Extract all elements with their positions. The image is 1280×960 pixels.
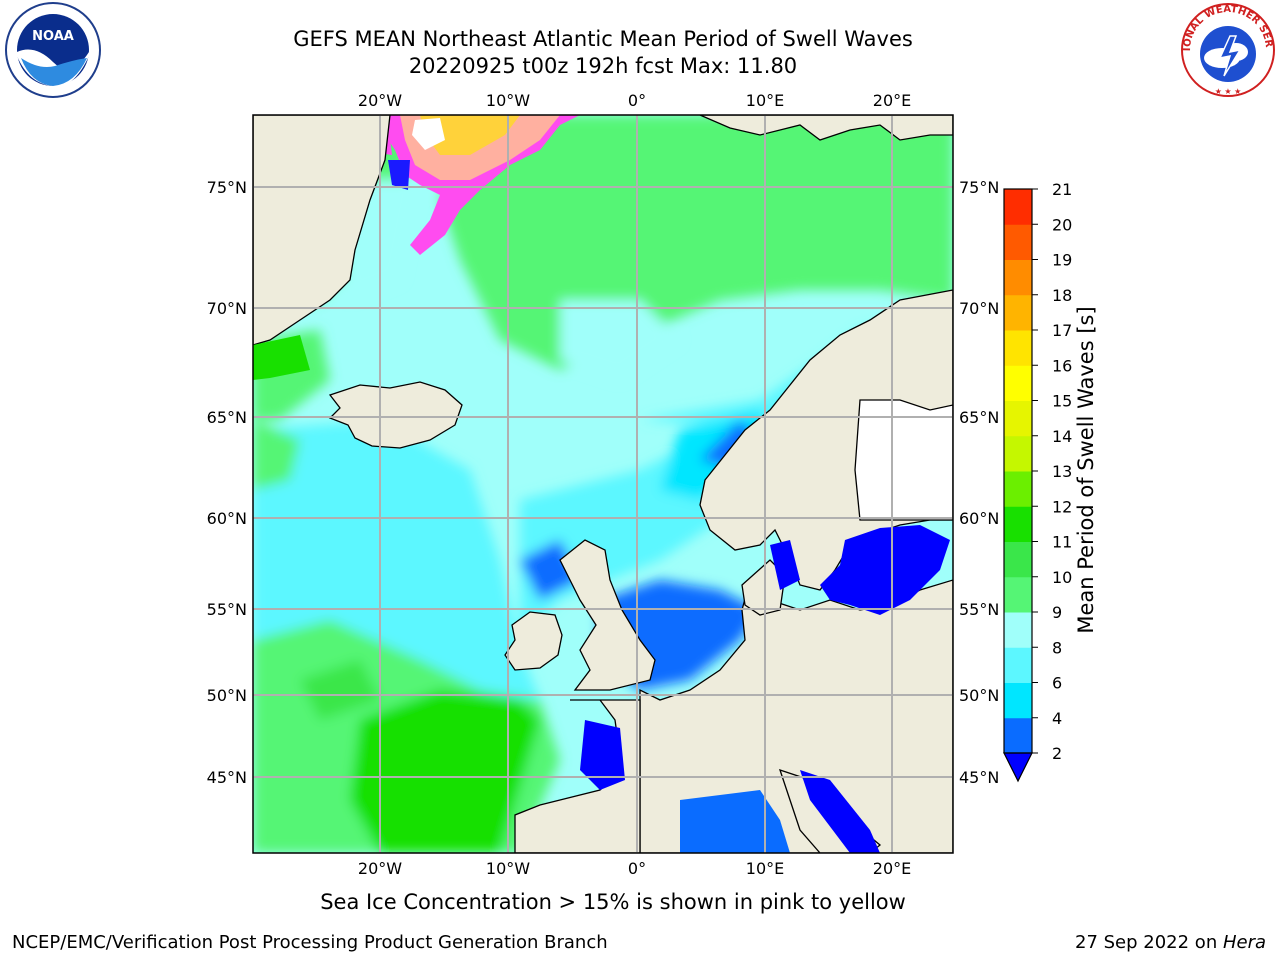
footer-date: 27 Sep 2022 on Hera bbox=[1075, 932, 1266, 953]
lat-label: 65°N bbox=[959, 408, 999, 427]
lon-label: 20°W bbox=[358, 91, 402, 110]
colorbar-segment bbox=[1004, 506, 1032, 542]
colorbar-under-triangle bbox=[1003, 752, 1033, 783]
colorbar-tick-label: 12 bbox=[1052, 497, 1072, 516]
map-title: GEFS MEAN Northeast Atlantic Mean Period… bbox=[293, 27, 913, 51]
colorbar-tick-label: 13 bbox=[1052, 462, 1072, 481]
lat-label: 70°N bbox=[959, 299, 999, 318]
noaa-logo-text: NOAA bbox=[32, 29, 74, 44]
colorbar-tick-label: 14 bbox=[1052, 427, 1072, 446]
colorbar-segment bbox=[1004, 471, 1032, 507]
lat-label: 45°N bbox=[207, 768, 247, 787]
lat-label: 75°N bbox=[959, 178, 999, 197]
colorbar-tick-label: 15 bbox=[1052, 392, 1072, 411]
colorbar-segment bbox=[1004, 330, 1032, 366]
enclosed-seas bbox=[253, 335, 953, 853]
footer-credit: NCEP/EMC/Verification Post Processing Pr… bbox=[12, 932, 608, 953]
map-frame bbox=[252, 114, 954, 854]
colorbar-segment bbox=[1004, 365, 1032, 401]
colorbar: 2 4 6 8 9 10 11 12 13 14 15 16 17 18 19 20 21 bbox=[1003, 180, 1072, 783]
lon-label: 20°W bbox=[358, 859, 402, 878]
colorbar-segment bbox=[1004, 259, 1032, 296]
lon-labels-top: 20°W 10°W 0° 10°E 20°E bbox=[358, 91, 911, 110]
lat-label: 60°N bbox=[207, 509, 247, 528]
colorbar-tick-label: 21 bbox=[1052, 180, 1072, 199]
colorbar-segment bbox=[1004, 435, 1032, 472]
colorbar-tick-label: 2 bbox=[1052, 744, 1062, 763]
colorbar-segment bbox=[1004, 717, 1032, 754]
colorbar-segment bbox=[1004, 294, 1032, 331]
lon-label: 10°W bbox=[486, 91, 530, 110]
lon-label: 0° bbox=[628, 859, 646, 878]
lat-labels-left: 75°N 70°N 65°N 60°N 55°N 50°N 45°N bbox=[207, 178, 247, 787]
lat-label: 65°N bbox=[207, 408, 247, 427]
colorbar-tick-label: 17 bbox=[1052, 321, 1072, 340]
lat-label: 55°N bbox=[207, 600, 247, 619]
lon-label: 10°W bbox=[486, 859, 530, 878]
colorbar-tick-label: 16 bbox=[1052, 356, 1072, 375]
colorbar-segment bbox=[1004, 400, 1032, 437]
lat-label: 75°N bbox=[207, 178, 247, 197]
footer-machine: Hera bbox=[1222, 932, 1266, 953]
colorbar-segment bbox=[1004, 576, 1032, 613]
lon-label: 0° bbox=[628, 91, 646, 110]
colorbar-segment bbox=[1004, 189, 1032, 225]
lon-label: 10°E bbox=[746, 91, 784, 110]
colorbar-segment bbox=[1004, 541, 1032, 578]
colorbar-tick-label: 6 bbox=[1052, 674, 1062, 693]
colorbar-segment bbox=[1004, 682, 1032, 719]
map-plot-area bbox=[253, 115, 953, 853]
colorbar-tick-label: 4 bbox=[1052, 709, 1062, 728]
lat-label: 70°N bbox=[207, 299, 247, 318]
lon-labels-bottom: 20°W 10°W 0° 10°E 20°E bbox=[358, 859, 911, 878]
lat-label: 45°N bbox=[959, 768, 999, 787]
colorbar-tick-label: 19 bbox=[1052, 251, 1072, 270]
colorbar-tick-label: 11 bbox=[1052, 533, 1072, 552]
colorbar-tick-label: 9 bbox=[1052, 603, 1062, 622]
lon-label: 20°E bbox=[873, 91, 911, 110]
colorbar-tick-label: 10 bbox=[1052, 568, 1072, 587]
lat-label: 60°N bbox=[959, 509, 999, 528]
lat-label: 55°N bbox=[959, 600, 999, 619]
lon-label: 10°E bbox=[746, 859, 784, 878]
lon-label: 20°E bbox=[873, 859, 911, 878]
svg-text:★ ★ ★: ★ ★ ★ bbox=[1215, 87, 1242, 96]
lat-label: 50°N bbox=[207, 686, 247, 705]
colorbar-tick-label: 20 bbox=[1052, 215, 1072, 234]
colorbar-tick-label: 8 bbox=[1052, 638, 1062, 657]
graticule bbox=[253, 115, 953, 853]
colorbar-segment bbox=[1004, 647, 1032, 683]
lat-labels-right: 75°N 70°N 65°N 60°N 55°N 50°N 45°N bbox=[959, 178, 999, 787]
colorbar-segment bbox=[1004, 612, 1032, 648]
lat-label: 50°N bbox=[959, 686, 999, 705]
nws-logo: NATIONAL WEATHER SERVICE ★ ★ ★ bbox=[1178, 0, 1275, 97]
colorbar-segment bbox=[1004, 224, 1032, 260]
noaa-logo: NOAA bbox=[5, 2, 101, 98]
sea-ice-note: Sea Ice Concentration > 15% is shown in … bbox=[320, 890, 906, 914]
footer-date-text: 27 Sep 2022 on bbox=[1075, 932, 1223, 953]
colorbar-tick-label: 18 bbox=[1052, 286, 1072, 305]
map-subtitle: 20220925 t00z 192h fcst Max: 11.80 bbox=[408, 54, 798, 78]
